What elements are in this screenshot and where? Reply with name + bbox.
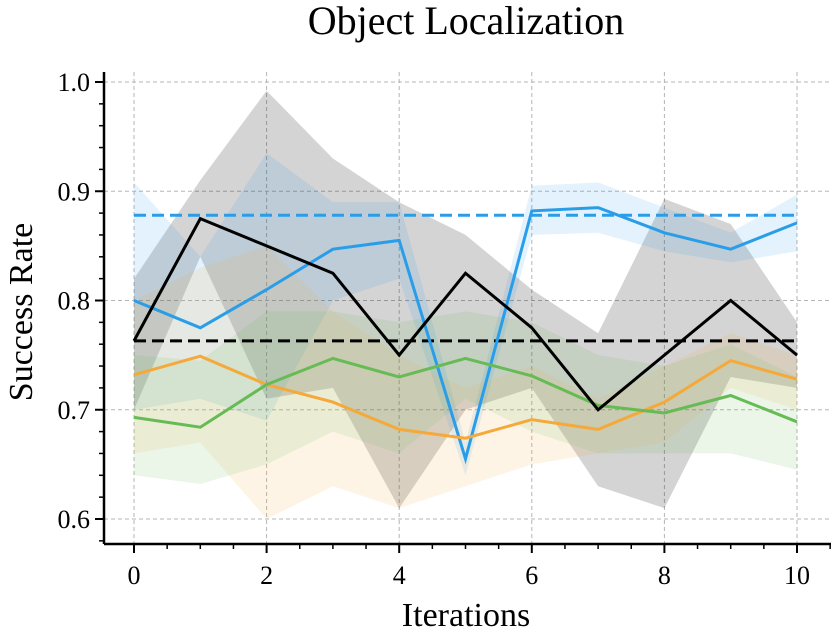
- y-tick-label-1: 0.7: [58, 396, 91, 425]
- x-tick-label-3: 6: [525, 561, 538, 590]
- x-tick-label-5: 10: [784, 561, 810, 590]
- tick-labels: 0 2 4 6 8 10 0.6 0.7 0.8 0.9 1.0: [58, 68, 811, 590]
- band-series-2: [134, 245, 797, 519]
- x-axis-label: Iterations: [402, 597, 530, 634]
- line-series-3: [133, 356, 798, 429]
- band-series-0: [134, 90, 797, 509]
- y-tick-label-4: 1.0: [58, 68, 91, 97]
- band-series-1: [134, 153, 797, 476]
- x-tick-label-0: 0: [128, 561, 141, 590]
- y-tick-label-0: 0.6: [58, 505, 91, 534]
- x-tick-label-4: 8: [658, 561, 671, 590]
- series-lines: [132, 206, 798, 465]
- x-tick-label-2: 4: [393, 561, 406, 590]
- y-tick-label-3: 0.9: [58, 177, 91, 206]
- x-tick-label-1: 2: [260, 561, 273, 590]
- baselines: [134, 213, 797, 343]
- line-series-2: [133, 354, 798, 440]
- line-series-0: [132, 216, 798, 412]
- line-series-1: [133, 206, 798, 465]
- chart-title: Object Localization: [308, 0, 625, 43]
- axes: [95, 72, 831, 553]
- band-series-3: [134, 311, 797, 484]
- y-tick-label-2: 0.8: [58, 287, 91, 316]
- confidence-bands: [134, 90, 797, 519]
- grid: [104, 72, 831, 544]
- y-axis-label: Success Rate: [3, 223, 40, 401]
